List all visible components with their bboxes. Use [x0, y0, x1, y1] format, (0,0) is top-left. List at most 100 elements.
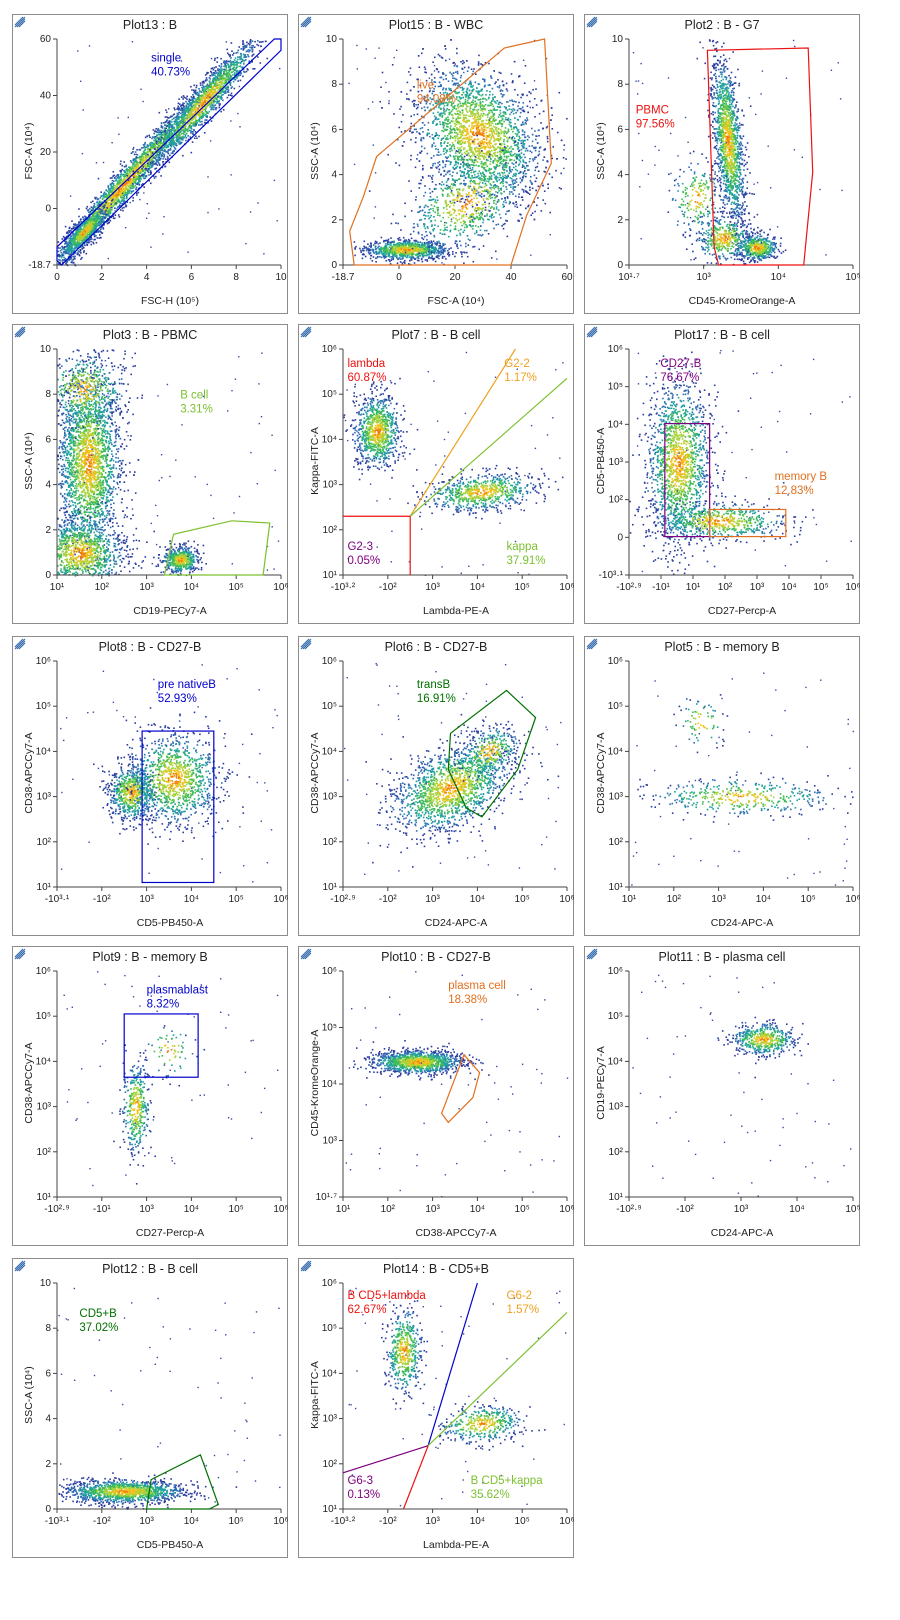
data-point — [188, 117, 191, 119]
data-point — [80, 231, 83, 234]
data-point — [162, 133, 165, 136]
data-point — [252, 68, 254, 70]
data-point — [198, 88, 200, 90]
data-point — [94, 211, 97, 214]
data-point — [203, 96, 205, 99]
data-point — [230, 42, 233, 44]
data-point — [191, 96, 193, 99]
data-point — [195, 99, 197, 102]
data-point — [204, 103, 206, 105]
data-point — [125, 188, 128, 191]
data-point — [63, 251, 65, 254]
data-point — [114, 185, 117, 187]
data-point — [201, 81, 204, 83]
data-point — [215, 66, 217, 68]
data-point — [225, 62, 227, 64]
data-point — [166, 159, 169, 161]
data-point — [110, 196, 112, 199]
data-point — [155, 175, 157, 178]
data-point — [136, 154, 139, 156]
data-point — [225, 82, 227, 85]
data-point — [73, 233, 75, 236]
data-point — [112, 217, 115, 219]
data-point — [224, 87, 227, 90]
data-point — [207, 89, 209, 91]
data-point — [198, 94, 200, 97]
data-point — [68, 240, 71, 242]
data-point — [73, 249, 76, 251]
data-point — [183, 114, 185, 116]
data-point — [204, 74, 207, 76]
data-point — [74, 240, 76, 242]
data-point — [71, 260, 73, 262]
data-point — [148, 155, 150, 158]
data-point — [166, 133, 169, 135]
data-point — [68, 251, 70, 254]
data-point — [219, 84, 221, 87]
data-point — [243, 56, 245, 59]
data-point — [186, 114, 189, 116]
data-point — [194, 115, 197, 117]
data-point — [109, 215, 111, 218]
data-point — [98, 204, 101, 206]
data-point — [103, 220, 105, 222]
data-point — [101, 221, 103, 223]
data-point — [114, 207, 116, 209]
data-point — [216, 102, 218, 104]
data-point — [99, 213, 101, 216]
data-point — [148, 165, 150, 168]
data-point — [133, 158, 135, 160]
data-point — [97, 198, 100, 200]
data-point — [93, 203, 96, 205]
data-point — [220, 71, 222, 73]
data-point — [236, 77, 238, 79]
data-point — [154, 140, 157, 142]
data-point — [184, 125, 186, 128]
data-point — [179, 143, 181, 145]
data-point — [199, 97, 201, 100]
data-point — [217, 86, 219, 89]
data-point — [243, 55, 246, 57]
data-point — [239, 65, 242, 68]
data-point — [112, 187, 115, 189]
data-point — [209, 82, 211, 85]
data-point — [173, 120, 176, 123]
data-point — [120, 193, 122, 196]
data-point — [135, 180, 137, 182]
data-point — [195, 123, 197, 125]
data-point — [188, 112, 190, 115]
data-point — [198, 92, 200, 95]
data-point — [183, 118, 185, 121]
data-point — [105, 192, 107, 195]
data-point — [225, 72, 228, 74]
data-point — [147, 163, 149, 166]
data-point — [178, 107, 180, 109]
data-point — [205, 107, 207, 110]
data-point — [102, 197, 104, 200]
data-point — [198, 116, 201, 119]
data-point — [217, 69, 219, 72]
data-point — [198, 105, 200, 107]
data-point — [220, 90, 222, 92]
data-point — [213, 91, 216, 94]
data-point — [67, 246, 70, 248]
data-point — [95, 217, 97, 219]
data-point — [111, 197, 113, 200]
data-point — [146, 169, 149, 172]
data-point — [136, 182, 139, 184]
x-tick-label: 6 — [189, 272, 195, 283]
data-point — [242, 53, 245, 56]
data-point — [206, 87, 209, 90]
data-point — [199, 111, 202, 113]
data-point — [175, 119, 178, 122]
data-point — [132, 177, 134, 180]
data-point — [204, 110, 207, 113]
data-point — [237, 80, 239, 82]
data-point — [226, 88, 228, 91]
data-point — [80, 252, 82, 254]
data-point — [86, 209, 89, 212]
data-point — [120, 189, 122, 191]
data-point — [170, 128, 173, 131]
data-point — [116, 197, 118, 200]
data-point — [194, 98, 196, 100]
